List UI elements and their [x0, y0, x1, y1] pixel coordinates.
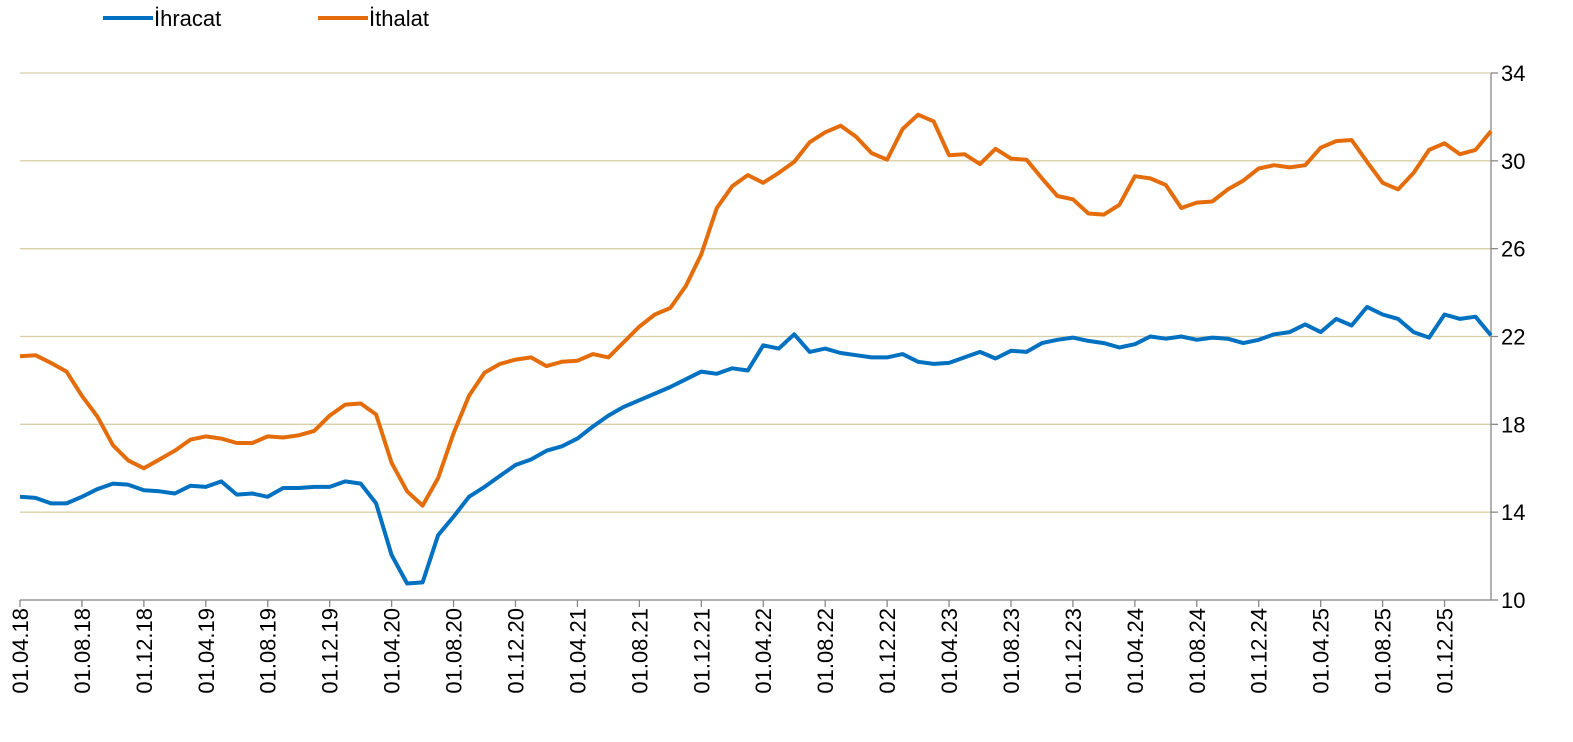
- x-tick-label: 01.04.21: [565, 608, 590, 694]
- x-tick-label: 01.12.20: [503, 608, 528, 694]
- x-tick-label: 01.04.22: [751, 608, 776, 694]
- legend-label: İthalat: [369, 6, 429, 31]
- y-tick-label: 18: [1501, 412, 1525, 437]
- x-tick-label: 01.08.25: [1371, 608, 1396, 694]
- y-tick-label: 22: [1501, 325, 1525, 350]
- x-tick-label: 01.08.20: [442, 608, 467, 694]
- x-tick-label: 01.12.22: [875, 608, 900, 694]
- x-tick-label: 01.08.24: [1185, 608, 1210, 694]
- x-tick-label: 01.12.21: [689, 608, 714, 694]
- x-tick-label: 01.08.23: [999, 608, 1024, 694]
- x-tick-label: 01.04.20: [380, 608, 405, 694]
- x-tick-label: 01.08.22: [813, 608, 838, 694]
- y-tick-label: 30: [1501, 149, 1525, 174]
- y-tick-label: 14: [1501, 500, 1525, 525]
- y-tick-label: 34: [1501, 61, 1525, 86]
- x-tick-label: 01.04.19: [194, 608, 219, 694]
- series-line: [19, 112, 1493, 508]
- x-tick-label: 01.08.18: [70, 608, 95, 694]
- y-tick-label: 10: [1501, 588, 1525, 613]
- legend-label: İhracat: [154, 6, 221, 31]
- x-tick-label: 01.12.19: [318, 608, 343, 694]
- series-line: [19, 304, 1493, 586]
- x-tick-label: 01.04.24: [1123, 608, 1148, 694]
- x-tick-label: 01.08.21: [627, 608, 652, 694]
- y-tick-label: 26: [1501, 237, 1525, 262]
- x-tick-label: 01.12.24: [1247, 608, 1272, 694]
- x-tick-label: 01.04.25: [1309, 608, 1334, 694]
- x-tick-label: 01.04.18: [8, 608, 33, 694]
- x-tick-label: 01.12.25: [1433, 608, 1458, 694]
- x-tick-label: 01.12.18: [132, 608, 157, 694]
- x-tick-label: 01.04.23: [937, 608, 962, 694]
- x-tick-label: 01.08.19: [256, 608, 281, 694]
- x-tick-label: 01.12.23: [1061, 608, 1086, 694]
